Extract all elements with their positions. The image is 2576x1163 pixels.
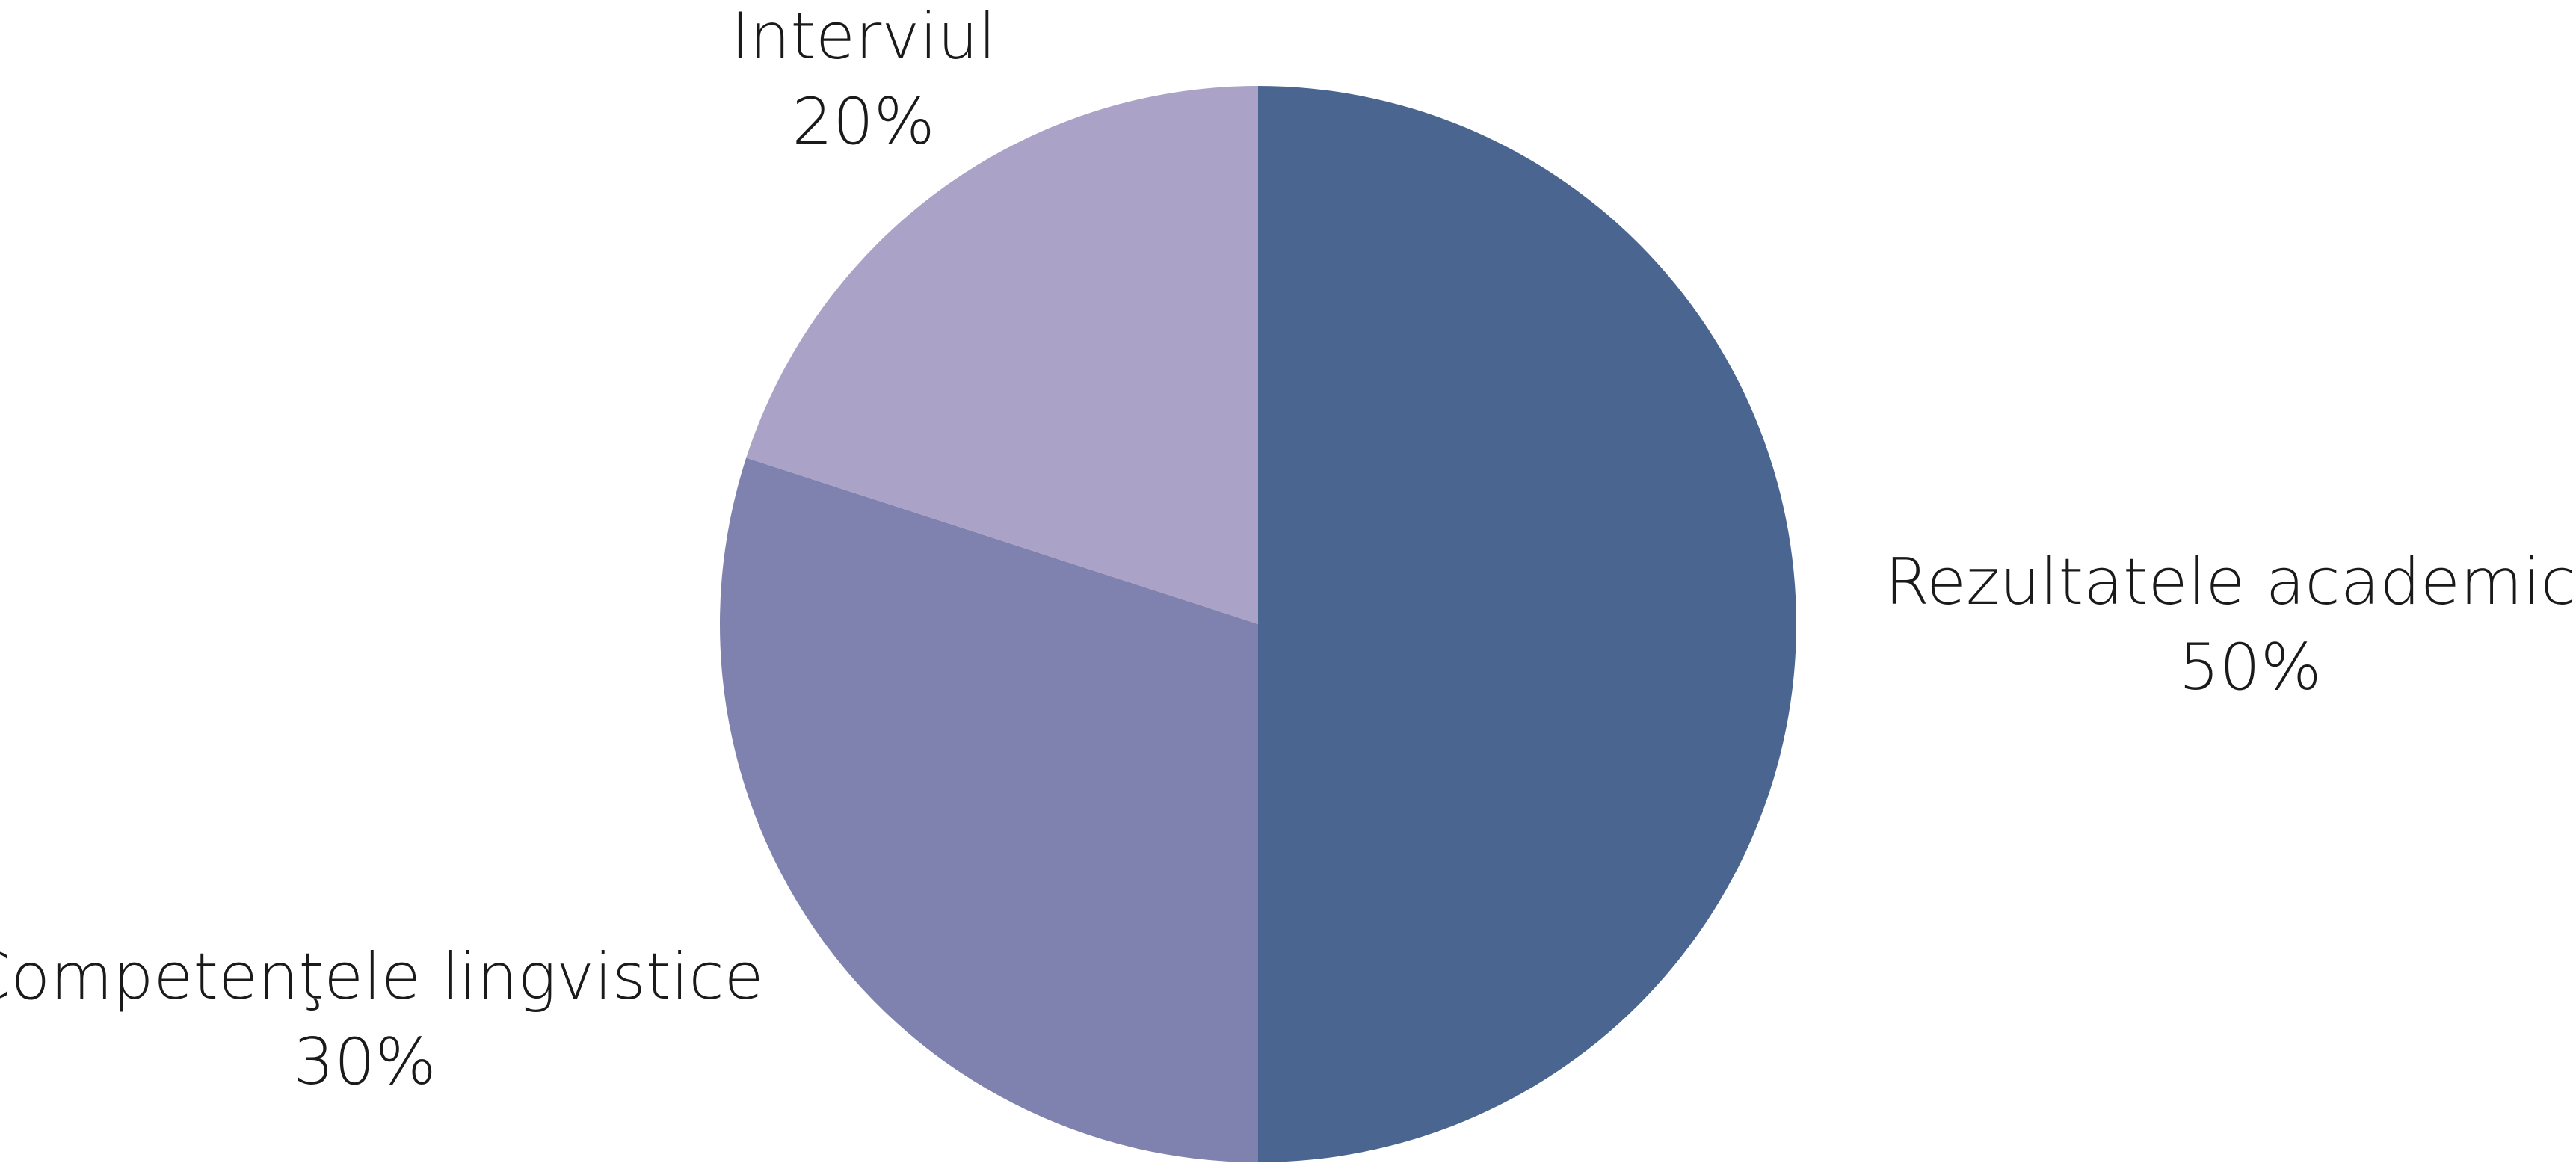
slice-category-label: Competenţele lingvistice [0,940,764,1014]
pie-slice-3 [746,86,1258,624]
slice-value-label: 30% [293,1025,436,1099]
slice-value-label: 50% [2178,630,2321,705]
slice-value-label: 20% [792,84,934,159]
pie-slice-2 [719,457,1258,1162]
pie-slice-1 [1258,86,1796,1162]
slice-category-label: Interviul [730,0,996,74]
slice-category-label: Rezultatele academice [1885,545,2576,620]
pie-labels: Rezultatele academice 50% Competenţele lin… [0,0,2576,1099]
pie-slices [719,86,1796,1162]
